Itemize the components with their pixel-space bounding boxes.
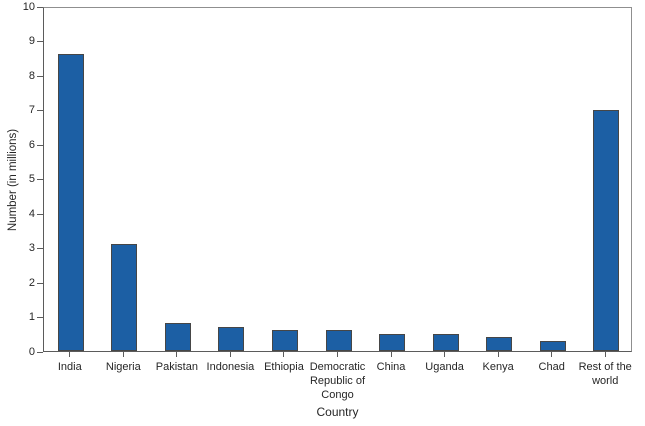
y-tick-label: 2	[28, 276, 35, 289]
y-tick-label: 8	[28, 69, 35, 82]
y-tick-label: 0	[28, 345, 35, 358]
y-tick-mark	[37, 75, 43, 77]
y-tick-mark	[37, 248, 43, 249]
bar-pakistan	[164, 323, 191, 351]
x-tick-label: Uganda	[425, 361, 464, 373]
bar-ethiopia	[271, 330, 298, 351]
bar-india	[57, 54, 84, 351]
y-tick-mark	[37, 144, 43, 146]
bar-nigeria	[111, 244, 138, 351]
bar-kenya	[486, 337, 513, 351]
x-tick-label: Kenya	[482, 361, 514, 373]
x-tick-mark	[69, 352, 71, 357]
bar-uganda	[432, 333, 459, 351]
x-axis-title: Country	[316, 405, 359, 419]
x-tick-mark	[176, 352, 178, 357]
bar-rest-of-the	[593, 109, 620, 351]
x-tick-label: Ethiopia	[264, 361, 304, 373]
x-tick-mark	[283, 352, 285, 357]
y-tick-mark	[37, 6, 43, 8]
x-tick-mark	[229, 352, 231, 357]
x-tick-label: Pakistan	[155, 361, 198, 373]
x-tick-label: Democratic Republic of Congo	[309, 361, 366, 401]
x-tick-label: China	[376, 361, 406, 373]
x-tick-mark	[122, 352, 124, 357]
y-tick-label: 9	[28, 35, 35, 47]
x-tick-label: India	[57, 361, 82, 373]
x-tick-mark	[604, 352, 606, 357]
bar-chad	[539, 340, 566, 351]
x-tick-mark	[497, 352, 499, 357]
y-tick-mark	[37, 110, 43, 111]
y-tick-mark	[37, 179, 43, 180]
x-tick-mark	[390, 352, 392, 357]
y-tick-mark	[37, 351, 43, 353]
y-tick-label: 4	[28, 207, 35, 220]
y-tick-label: 10	[22, 0, 35, 13]
x-tick-mark	[444, 352, 446, 357]
plot-area	[43, 7, 632, 352]
bar-china	[379, 333, 406, 351]
y-tick-mark	[37, 41, 43, 42]
x-tick-label: Indonesia	[206, 361, 255, 373]
x-tick-mark	[337, 352, 338, 357]
y-tick-label: 3	[28, 242, 35, 254]
y-tick-mark	[37, 213, 43, 215]
y-tick-mark	[37, 317, 43, 318]
x-tick-label: Rest of the world	[578, 361, 632, 387]
x-tick-label: Nigeria	[105, 361, 141, 373]
y-tick-label: 6	[28, 138, 35, 151]
y-tick-label: 1	[28, 311, 35, 323]
x-tick-mark	[551, 352, 553, 357]
bar-democratic	[325, 330, 352, 351]
y-tick-label: 7	[28, 104, 35, 116]
y-tick-mark	[37, 282, 43, 284]
bar-indonesia	[218, 326, 245, 351]
y-tick-label: 5	[28, 173, 35, 185]
x-tick-label: Chad	[538, 361, 565, 373]
